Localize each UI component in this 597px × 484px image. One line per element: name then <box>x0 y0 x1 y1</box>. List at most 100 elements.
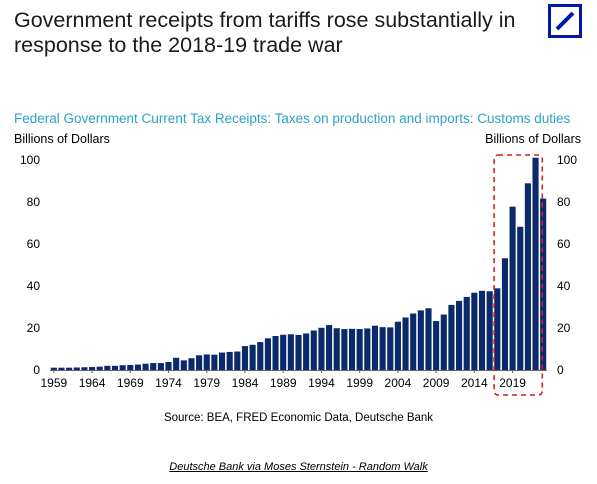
bar-1968 <box>119 365 126 370</box>
bar-1959 <box>50 367 57 370</box>
bar-1987 <box>264 338 271 370</box>
x-tick-1974: 1974 <box>155 376 182 390</box>
credit-link[interactable]: Deutsche Bank via Moses Sternstein - Ran… <box>169 461 428 473</box>
y-axis-label-right: Billions of Dollars <box>485 132 581 146</box>
bar-1983 <box>234 351 241 370</box>
bar-2012 <box>456 300 463 370</box>
x-tick-1999: 1999 <box>346 376 373 390</box>
bar-1974 <box>165 362 172 370</box>
x-tick-1964: 1964 <box>79 376 106 390</box>
bar-1990 <box>287 334 294 370</box>
bar-2017 <box>494 288 501 370</box>
bar-1975 <box>173 357 180 370</box>
bar-1995 <box>326 325 333 370</box>
bar-1971 <box>142 363 149 370</box>
bar-1965 <box>96 366 103 370</box>
y-tick-left-20: 20 <box>27 321 41 335</box>
bar-1991 <box>295 334 302 370</box>
bar-1984 <box>241 346 249 370</box>
y-tick-left-0: 0 <box>33 363 40 377</box>
bar-1980 <box>211 354 218 370</box>
bar-1976 <box>180 360 187 370</box>
bar-2008 <box>425 308 432 370</box>
bar-2009 <box>433 321 440 370</box>
y-tick-right-0: 0 <box>557 363 564 377</box>
bars-group <box>50 157 547 370</box>
bar-1994 <box>318 327 325 370</box>
y-ticks-right: 0 20 40 60 80 100 <box>557 153 577 377</box>
bar-1981 <box>218 352 226 370</box>
bar-2004 <box>394 321 401 370</box>
bar-2010 <box>440 314 447 370</box>
bar-1967 <box>111 365 119 370</box>
bar-2005 <box>402 317 409 370</box>
bar-2015 <box>478 290 486 370</box>
y-tick-right-60: 60 <box>557 237 571 251</box>
bar-1985 <box>249 344 256 370</box>
bar-2007 <box>417 310 424 370</box>
bar-2021 <box>524 183 531 370</box>
bar-2001 <box>371 325 379 370</box>
y-tick-left-40: 40 <box>27 279 41 293</box>
bar-2002 <box>379 327 386 370</box>
bar-2014 <box>471 292 478 370</box>
x-tick-2009: 2009 <box>423 376 450 390</box>
y-tick-right-80: 80 <box>557 195 571 209</box>
x-ticks: 1959 1964 1969 1974 1979 1984 1989 1994 1999 2004… <box>40 370 526 390</box>
x-tick-1979: 1979 <box>193 376 220 390</box>
chart-title: Federal Government Current Tax Receipts:… <box>14 111 571 126</box>
bar-1964 <box>89 367 96 370</box>
trade-war-highlight-box <box>493 154 544 396</box>
bar-1960 <box>58 367 65 370</box>
bar-1993 <box>310 330 317 370</box>
bar-1989 <box>280 334 287 370</box>
bar-1978 <box>196 355 203 370</box>
bar-1966 <box>104 365 111 370</box>
y-tick-left-80: 80 <box>27 195 41 209</box>
bar-1961 <box>66 367 73 370</box>
bar-1982 <box>226 351 233 370</box>
bar-2016 <box>486 291 493 370</box>
bar-2020 <box>517 226 524 370</box>
bar-1973 <box>157 363 164 370</box>
bar-1979 <box>203 354 210 370</box>
x-tick-2014: 2014 <box>461 376 488 390</box>
bar-1997 <box>341 329 348 370</box>
bar-1972 <box>150 363 157 370</box>
source-note: Source: BEA, FRED Economic Data, Deutsch… <box>163 412 434 424</box>
bar-2018 <box>501 258 509 370</box>
bar-2019 <box>509 206 516 370</box>
x-tick-1994: 1994 <box>308 376 335 390</box>
bar-1986 <box>257 342 264 370</box>
bar-1970 <box>134 364 141 370</box>
y-tick-right-100: 100 <box>557 153 577 167</box>
y-ticks-left: 0 20 40 60 80 100 <box>20 153 40 377</box>
bar-2003 <box>387 327 394 370</box>
x-tick-1984: 1984 <box>232 376 259 390</box>
x-tick-1969: 1969 <box>117 376 144 390</box>
bar-1998 <box>348 328 356 370</box>
y-tick-right-20: 20 <box>557 321 571 335</box>
bar-1999 <box>356 329 363 370</box>
bar-2006 <box>410 313 417 370</box>
y-tick-right-40: 40 <box>557 279 571 293</box>
bar-2023 <box>540 198 547 370</box>
bar-2011 <box>448 304 455 370</box>
bar-2022 <box>532 157 539 370</box>
y-axis-label-left: Billions of Dollars <box>14 132 110 146</box>
y-tick-left-100: 100 <box>20 153 40 167</box>
bar-1969 <box>127 364 134 370</box>
x-tick-1989: 1989 <box>270 376 297 390</box>
bar-2000 <box>364 328 371 370</box>
bar-2013 <box>463 296 470 370</box>
y-tick-left-60: 60 <box>27 237 41 251</box>
x-tick-2019: 2019 <box>499 376 526 390</box>
bar-1988 <box>272 335 279 370</box>
bar-1977 <box>188 358 195 370</box>
headline: Government receipts from tariffs rose su… <box>14 8 516 57</box>
x-tick-2004: 2004 <box>385 376 412 390</box>
bar-1962 <box>73 367 80 370</box>
bar-1992 <box>303 333 310 370</box>
bar-1996 <box>333 328 340 370</box>
